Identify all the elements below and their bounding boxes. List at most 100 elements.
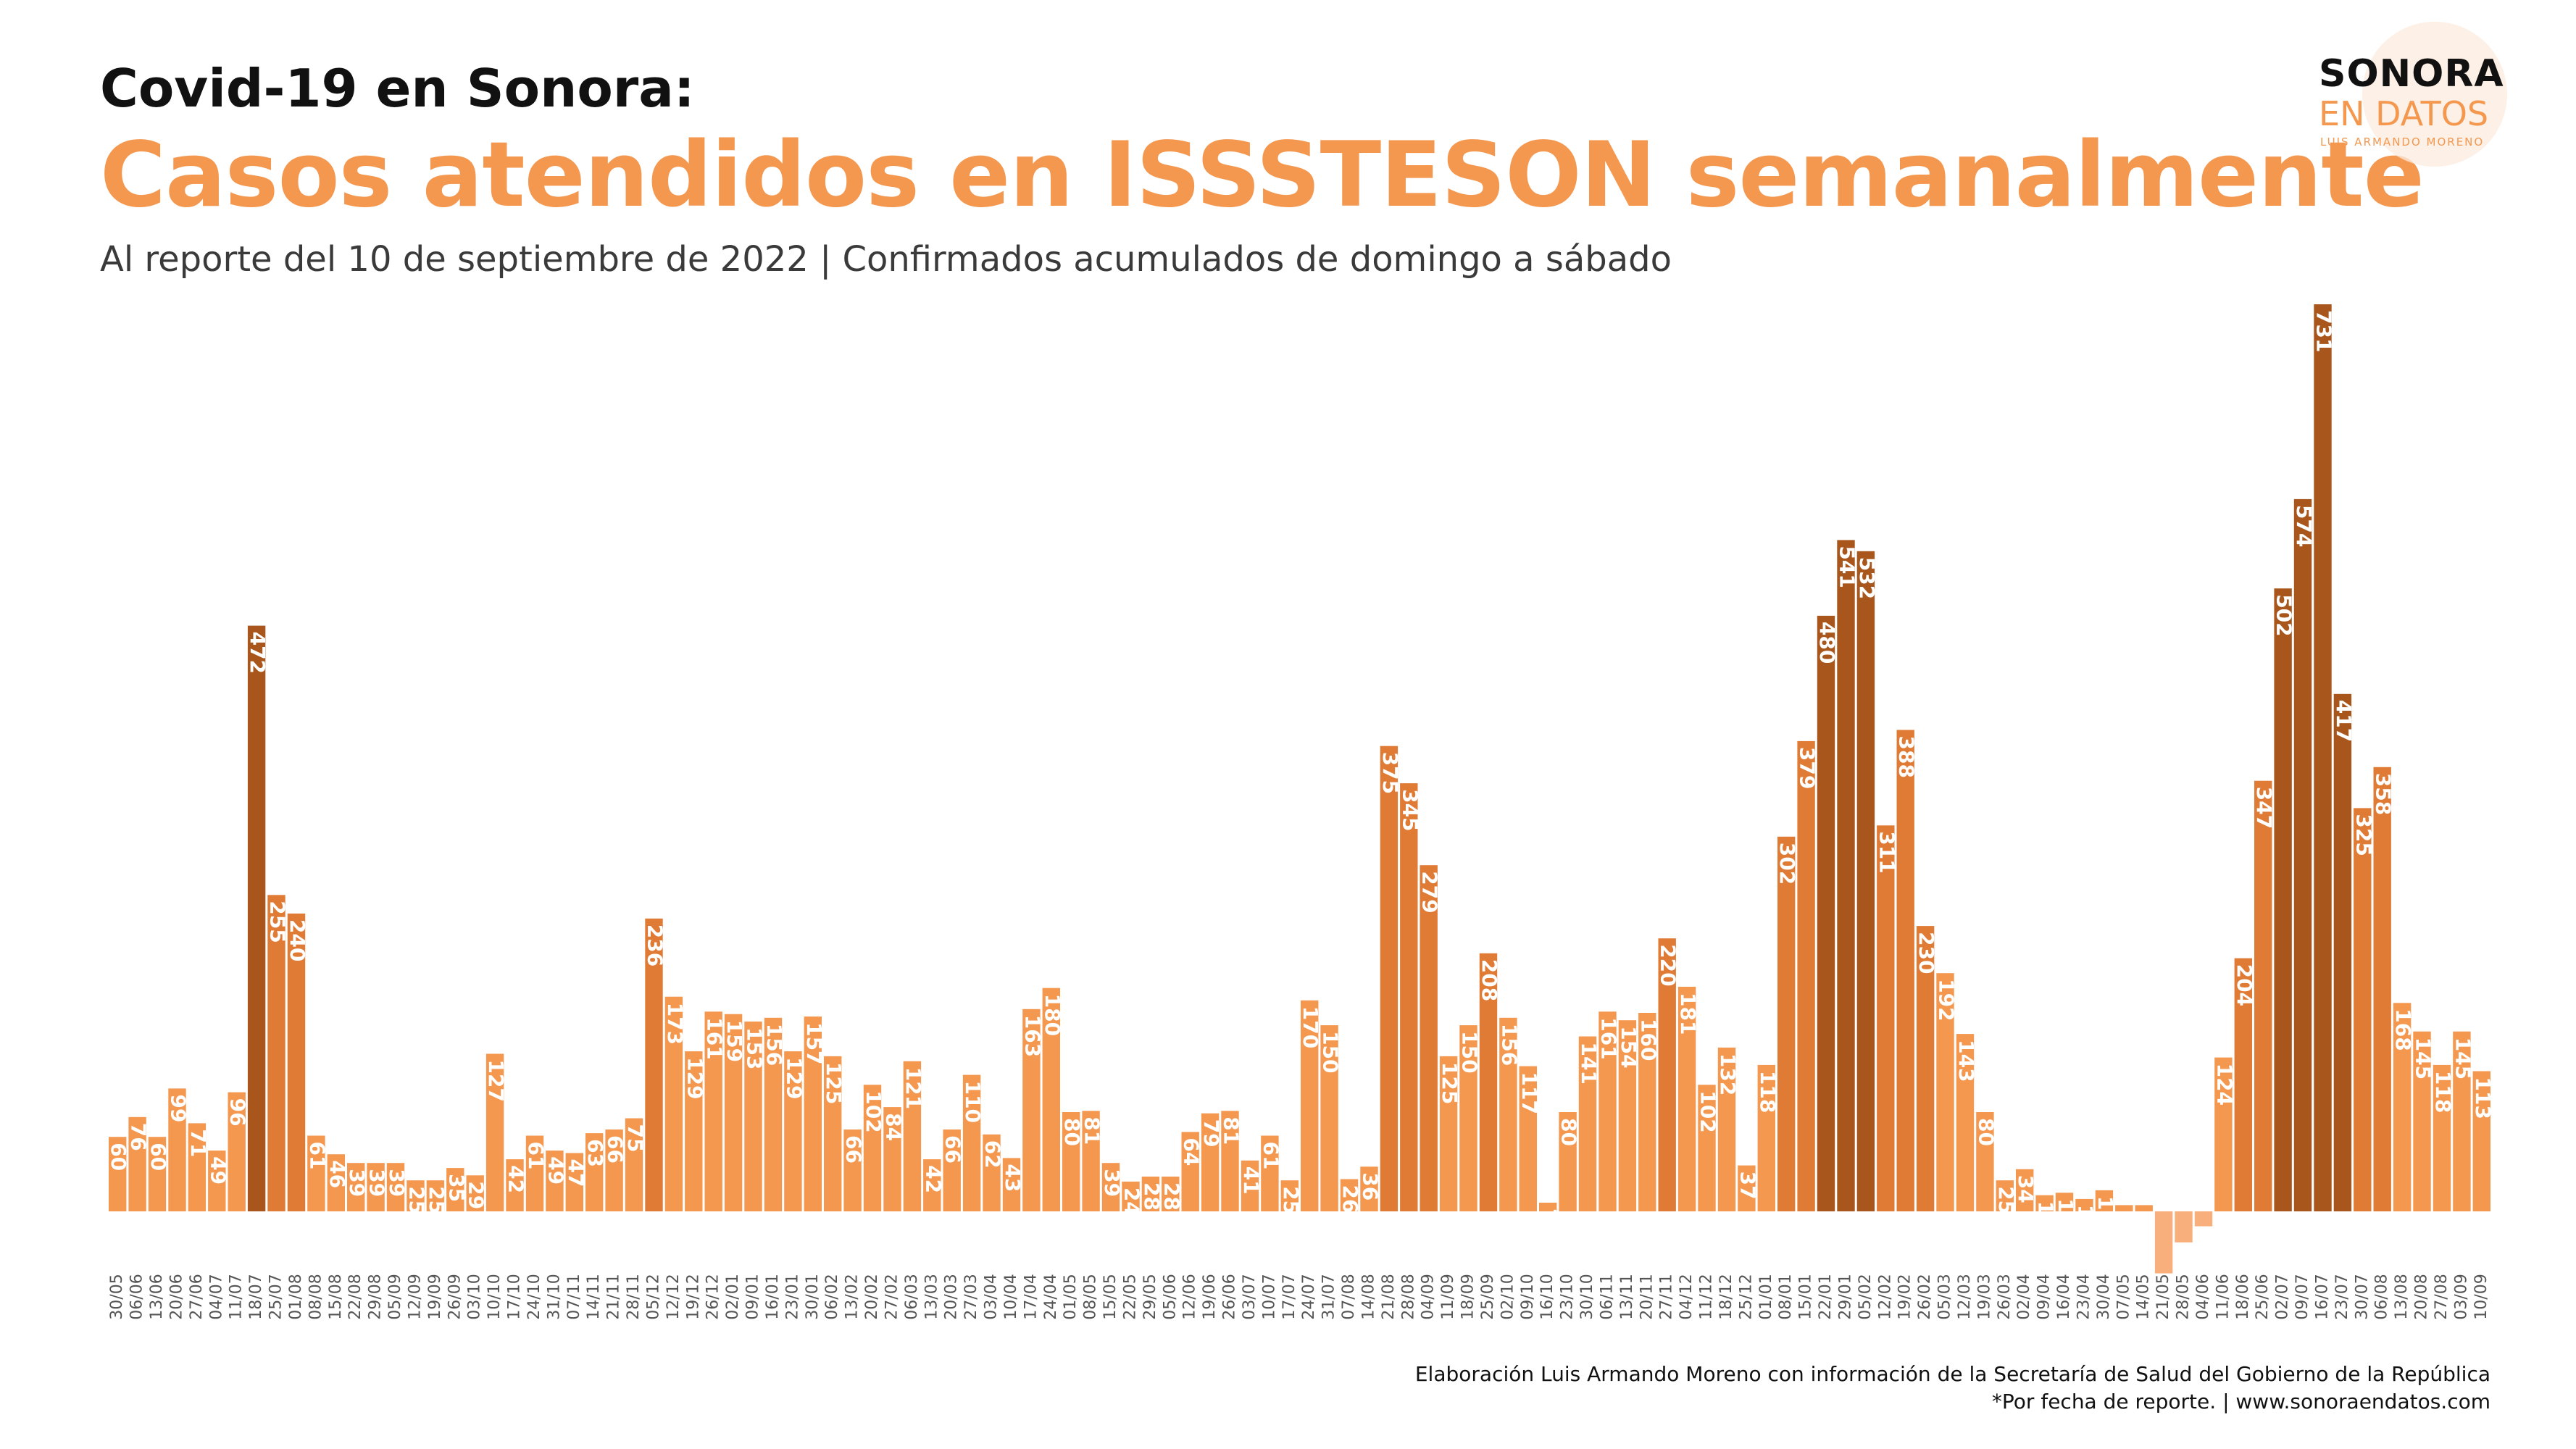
value-label: 34 — [2014, 1175, 2038, 1203]
logo-background-circle — [2362, 22, 2507, 167]
bar-05/02 — [1856, 551, 1875, 1211]
x-tick-label: 22/05 — [1122, 1274, 1140, 1319]
bar-27/06 — [188, 1123, 207, 1211]
x-tick-label: 14/11 — [585, 1274, 603, 1319]
x-tick-label: 22/08 — [346, 1274, 364, 1319]
value-label: 161 — [1597, 1017, 1621, 1059]
bar-10/04 — [1002, 1158, 1021, 1211]
bar-26/03 — [1996, 1180, 2014, 1211]
value-label: 161 — [703, 1017, 727, 1059]
logo-line2: EN DATOS — [2319, 94, 2489, 133]
bar-29/08 — [367, 1163, 385, 1211]
value-label: 47 — [564, 1159, 588, 1187]
bar-06/11 — [1598, 1011, 1617, 1211]
x-tick-label: 16/01 — [764, 1274, 782, 1319]
x-tick-label: 05/02 — [1856, 1274, 1875, 1319]
value-label: 125 — [1438, 1062, 1462, 1104]
x-tick-label: 26/06 — [1221, 1274, 1239, 1319]
x-tick-label: 09/07 — [2293, 1274, 2312, 1319]
bar-21/08 — [1380, 746, 1399, 1211]
x-tick-label: 07/05 — [2114, 1274, 2133, 1319]
bar-11/06 — [2214, 1057, 2233, 1211]
x-tick-label: 07/11 — [565, 1274, 583, 1319]
bars-group — [109, 304, 2490, 1274]
bar-29/05 — [1141, 1177, 1160, 1211]
bar-30/10 — [1578, 1036, 1597, 1211]
bar-13/02 — [843, 1129, 862, 1211]
x-tick-label: 16/10 — [1538, 1274, 1556, 1319]
bar-30/01 — [804, 1016, 822, 1211]
value-label: 156 — [762, 1024, 786, 1066]
x-tick-label: 16/07 — [2314, 1274, 2332, 1319]
x-tick-label: 23/10 — [1559, 1274, 1577, 1319]
value-label: 153 — [743, 1027, 767, 1069]
bar-23/07 — [2333, 693, 2352, 1211]
x-tick-label: 04/07 — [207, 1274, 225, 1319]
bar-05/06 — [1162, 1177, 1180, 1211]
x-tick-label: 25/07 — [267, 1274, 285, 1319]
x-tick-label: 04/12 — [1677, 1274, 1696, 1319]
x-tick-label: 01/05 — [1062, 1274, 1080, 1319]
value-label: 388 — [1895, 736, 1919, 778]
bar-04/09 — [1420, 865, 1438, 1211]
bar-13/06 — [148, 1137, 167, 1211]
bar-16/04 — [2055, 1193, 2074, 1211]
x-tick-label: 15/01 — [1797, 1274, 1815, 1319]
value-label: 117 — [1517, 1072, 1541, 1114]
value-label: 121 — [901, 1067, 925, 1109]
value-label: 180 — [1041, 994, 1064, 1036]
x-tick-label: 12/06 — [1181, 1274, 1199, 1319]
x-tick-label: 03/10 — [466, 1274, 484, 1319]
bar-24/10 — [525, 1135, 544, 1211]
x-tick-label: 17/10 — [506, 1274, 524, 1319]
x-tick-label: 12/09 — [407, 1274, 425, 1319]
x-tick-label: 20/06 — [168, 1274, 186, 1319]
bar-28/11 — [625, 1118, 643, 1211]
bar-25/07 — [267, 895, 285, 1211]
x-tick-label: 10/09 — [2472, 1274, 2490, 1319]
value-label: 17 — [2093, 1196, 2117, 1224]
bar-06/03 — [903, 1061, 922, 1211]
bar-20/03 — [943, 1129, 961, 1211]
bar-23/10 — [1559, 1112, 1577, 1211]
value-label: 80 — [1060, 1118, 1084, 1146]
x-tick-label: 14/08 — [1360, 1274, 1378, 1319]
x-tick-label: 05/12 — [645, 1274, 663, 1319]
value-label: 60 — [107, 1143, 130, 1171]
bar-01/08 — [287, 913, 306, 1211]
bar-09/07 — [2293, 498, 2312, 1211]
bar-13/08 — [2393, 1003, 2412, 1211]
x-tick-label: 19/12 — [684, 1274, 702, 1319]
value-label: 42 — [504, 1165, 528, 1193]
value-label: 76 — [127, 1123, 151, 1151]
x-tick-label: 20/03 — [943, 1274, 961, 1319]
value-label: 42 — [921, 1165, 945, 1193]
x-tick-label: 21/05 — [2154, 1274, 2172, 1319]
bar-04/07 — [208, 1151, 226, 1211]
x-tick-label: 30/05 — [108, 1274, 126, 1319]
value-label: 118 — [2431, 1071, 2455, 1113]
value-label: 60 — [146, 1143, 170, 1171]
value-label: 81 — [1220, 1116, 1243, 1145]
bar-12/09 — [407, 1180, 425, 1211]
value-label: 99 — [167, 1094, 191, 1122]
x-tick-label: 19/03 — [1975, 1274, 1993, 1319]
value-label: 81 — [1080, 1116, 1104, 1145]
source-credit: Elaboración Luis Armando Moreno con info… — [1414, 1362, 2490, 1386]
bar-23/04 — [2075, 1198, 2093, 1211]
x-tick-label: 18/12 — [1717, 1274, 1735, 1319]
x-tick-label: 29/01 — [1837, 1274, 1855, 1319]
x-tick-label: 22/01 — [1817, 1274, 1835, 1319]
x-tick-label: 07/08 — [1340, 1274, 1358, 1319]
bar-08/01 — [1777, 836, 1796, 1211]
value-label: 347 — [2252, 787, 2276, 829]
value-label: 127 — [484, 1060, 508, 1102]
x-tick-label: 14/05 — [2135, 1274, 2153, 1319]
bar-01/05 — [1062, 1112, 1080, 1211]
bar-20/02 — [863, 1085, 882, 1211]
bar-06/06 — [128, 1116, 146, 1211]
x-tick-label: 15/08 — [327, 1274, 345, 1319]
x-tick-label: 15/05 — [1101, 1274, 1120, 1319]
bar-28/08 — [1400, 783, 1418, 1211]
value-label: 141 — [1577, 1043, 1601, 1085]
